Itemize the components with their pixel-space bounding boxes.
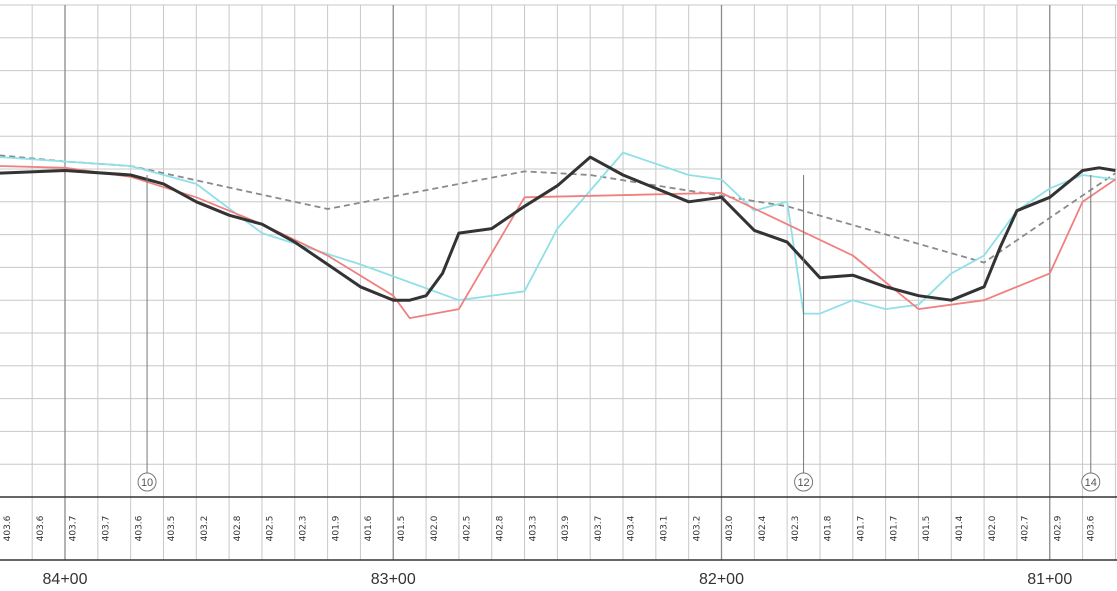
elevation-label: 402.9 bbox=[1053, 515, 1063, 541]
station-axis: 84+00 83+00 82+00 81+00 bbox=[43, 571, 1073, 588]
marker-circle bbox=[137, 472, 157, 492]
elevation-label: 402.8 bbox=[233, 515, 243, 541]
elevation-label: 402.0 bbox=[430, 515, 440, 541]
elevation-label: 403.4 bbox=[627, 515, 637, 541]
grid bbox=[0, 4, 1117, 560]
elevation-label: 401.5 bbox=[397, 516, 407, 542]
elevation-label: 403.6 bbox=[3, 515, 13, 541]
elevation-label: 401.9 bbox=[331, 515, 341, 541]
marker-label: 10 bbox=[141, 477, 153, 489]
elevation-label: 401.8 bbox=[824, 515, 834, 541]
elevation-label: 402.4 bbox=[758, 515, 768, 541]
elevation-label: 402.8 bbox=[495, 515, 505, 541]
series-line-1 bbox=[0, 151, 1116, 315]
marker-label: 12 bbox=[797, 477, 809, 489]
elevation-label: 402.3 bbox=[298, 516, 308, 542]
elevation-label: 401.5 bbox=[922, 516, 932, 542]
elevation-band: 403.6 403.6 403.7 403.7 403.6 403.5 403.2 402.8… bbox=[0, 496, 1117, 561]
elevation-label: 402.7 bbox=[1021, 516, 1031, 542]
elevation-label: 401.4 bbox=[955, 515, 965, 541]
elevation-label: 403.7 bbox=[594, 516, 604, 542]
marker-circle bbox=[794, 472, 814, 492]
elevation-label: 403.0 bbox=[725, 515, 735, 541]
elevation-label: 402.3 bbox=[791, 516, 801, 542]
profile-lines bbox=[0, 151, 1116, 320]
elevation-label: 403.6 bbox=[134, 515, 144, 541]
elevation-label: 403.5 bbox=[167, 516, 177, 542]
station-label: 82+00 bbox=[699, 571, 744, 588]
marker-circle bbox=[1081, 472, 1101, 492]
elevation-label: 403.3 bbox=[528, 516, 538, 542]
series-line-0 bbox=[0, 154, 1116, 264]
elevation-label: 402.5 bbox=[266, 516, 276, 542]
elevation-label: 403.2 bbox=[692, 516, 702, 542]
elevation-label: 401.7 bbox=[857, 516, 867, 542]
marker-label: 14 bbox=[1085, 477, 1097, 489]
elevation-label: 403.7 bbox=[69, 516, 79, 542]
elevation-label: 403.2 bbox=[200, 516, 210, 542]
elevation-label: 401.7 bbox=[889, 516, 899, 542]
elevation-label: 402.5 bbox=[463, 516, 473, 542]
marker-callouts: 10 12 14 bbox=[137, 174, 1101, 492]
elevation-label: 403.9 bbox=[561, 515, 571, 541]
elevation-label: 403.6 bbox=[1086, 515, 1096, 541]
elevation-label: 403.6 bbox=[36, 515, 46, 541]
elevation-label: 403.1 bbox=[660, 516, 670, 542]
station-label: 84+00 bbox=[43, 571, 88, 588]
station-label: 83+00 bbox=[371, 571, 416, 588]
elevation-label: 403.7 bbox=[102, 516, 112, 542]
station-label: 81+00 bbox=[1027, 571, 1072, 588]
elevation-label: 401.6 bbox=[364, 515, 374, 541]
series-line-3 bbox=[0, 155, 1116, 302]
elevation-label: 402.0 bbox=[988, 515, 998, 541]
